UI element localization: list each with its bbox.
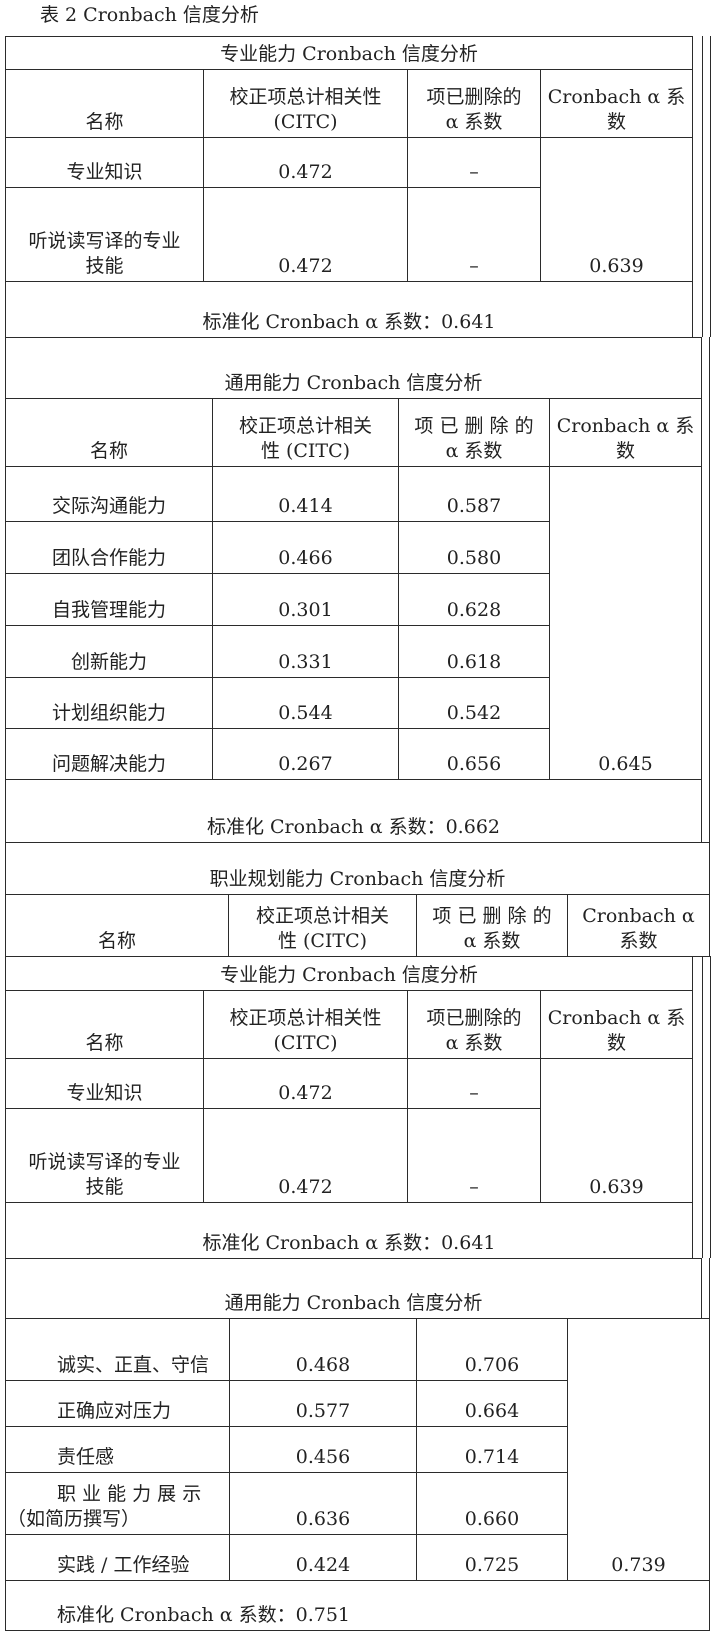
table-border-line xyxy=(709,337,710,842)
row-name-cell: 团队合作能力 xyxy=(5,521,213,574)
row-name-cell: 诚实、正直、守信 xyxy=(5,1318,230,1381)
alpha-if-deleted-cell: 0.656 xyxy=(398,728,550,780)
alpha-if-deleted-cell: 0.725 xyxy=(416,1534,568,1581)
section-title: 通用能力 Cronbach 信度分析 xyxy=(5,337,702,399)
section-title: 职业规划能力 Cronbach 信度分析 xyxy=(5,842,710,895)
section-title: 通用能力 Cronbach 信度分析 xyxy=(5,1258,702,1319)
row-name-cell: 听说读写译的专业 技能 xyxy=(5,1108,204,1203)
column-header: 项已删除的 α 系数 xyxy=(407,990,541,1059)
citc-cell: 0.267 xyxy=(212,728,399,780)
cronbach-alpha-cell: 0.639 xyxy=(540,137,693,282)
column-header: Cronbach α 系 数 xyxy=(540,69,693,138)
column-header: 名称 xyxy=(5,398,213,467)
column-header: Cronbach α 系 数 xyxy=(540,990,693,1059)
standardized-alpha-row: 标准化 Cronbach α 系数：0.751 xyxy=(5,1580,710,1631)
standardized-alpha-row: 标准化 Cronbach α 系数：0.662 xyxy=(5,779,702,843)
row-name-cell: 职 业 能 力 展 示（如简历撰写） xyxy=(5,1472,230,1535)
table-border-line xyxy=(702,36,703,337)
citc-cell: 0.414 xyxy=(212,466,399,522)
column-header: 名称 xyxy=(5,894,229,957)
column-header: 校正项总计相关 性 (CITC) xyxy=(228,894,417,957)
citc-cell: 0.472 xyxy=(203,137,408,188)
column-header: Cronbach α 系数 xyxy=(567,894,710,957)
alpha-if-deleted-cell: 0.664 xyxy=(416,1380,568,1427)
citc-cell: 0.472 xyxy=(203,1108,408,1203)
row-name-cell: 自我管理能力 xyxy=(5,573,213,626)
column-header: 校正项总计相关性 (CITC) xyxy=(203,69,408,138)
section-title: 专业能力 Cronbach 信度分析 xyxy=(5,36,693,70)
alpha-if-deleted-cell: 0.542 xyxy=(398,677,550,729)
alpha-if-deleted-cell: – xyxy=(407,1058,541,1109)
citc-cell: 0.472 xyxy=(203,1058,408,1109)
alpha-if-deleted-cell: – xyxy=(407,187,541,282)
alpha-if-deleted-cell: 0.587 xyxy=(398,466,550,522)
alpha-if-deleted-cell: 0.706 xyxy=(416,1318,568,1381)
column-header: 项已删除的 α 系数 xyxy=(407,69,541,138)
cronbach-alpha-cell: 0.645 xyxy=(549,466,702,780)
alpha-if-deleted-cell: 0.580 xyxy=(398,521,550,574)
table-border-line xyxy=(702,956,703,1258)
column-header: 名称 xyxy=(5,69,204,138)
citc-cell: 0.577 xyxy=(229,1380,417,1427)
standardized-alpha-row: 标准化 Cronbach α 系数：0.641 xyxy=(5,281,693,338)
table-border-line xyxy=(710,956,711,1258)
column-header: 项 已 删 除 的 α 系数 xyxy=(416,894,568,957)
row-name-cell: 正确应对压力 xyxy=(5,1380,230,1427)
row-name-cell: 责任感 xyxy=(5,1426,230,1473)
row-name-cell: 专业知识 xyxy=(5,1058,204,1109)
table-caption: 表 2 Cronbach 信度分析 xyxy=(40,4,259,26)
alpha-if-deleted-cell: 0.714 xyxy=(416,1426,568,1473)
alpha-if-deleted-cell: 0.660 xyxy=(416,1472,568,1535)
section-title: 专业能力 Cronbach 信度分析 xyxy=(5,956,693,991)
citc-cell: 0.424 xyxy=(229,1534,417,1581)
citc-cell: 0.544 xyxy=(212,677,399,729)
column-header: 校正项总计相关 性 (CITC) xyxy=(212,398,399,467)
row-name-cell: 听说读写译的专业 技能 xyxy=(5,187,204,282)
row-name-cell: 专业知识 xyxy=(5,137,204,188)
citc-cell: 0.466 xyxy=(212,521,399,574)
table-border-line xyxy=(710,36,711,337)
column-header: 项 已 删 除 的 α 系数 xyxy=(398,398,550,467)
citc-cell: 0.472 xyxy=(203,187,408,282)
alpha-if-deleted-cell: 0.618 xyxy=(398,625,550,678)
standardized-alpha-row: 标准化 Cronbach α 系数：0.641 xyxy=(5,1202,693,1259)
citc-cell: 0.331 xyxy=(212,625,399,678)
alpha-if-deleted-cell: – xyxy=(407,137,541,188)
row-name-cell: 交际沟通能力 xyxy=(5,466,213,522)
alpha-if-deleted-cell: 0.628 xyxy=(398,573,550,626)
row-name-cell: 创新能力 xyxy=(5,625,213,678)
row-name-cell: 实践 / 工作经验 xyxy=(5,1534,230,1581)
row-name-cell: 计划组织能力 xyxy=(5,677,213,729)
cronbach-alpha-cell: 0.639 xyxy=(540,1058,693,1203)
column-header: Cronbach α 系 数 xyxy=(549,398,702,467)
column-header: 名称 xyxy=(5,990,204,1059)
citc-cell: 0.456 xyxy=(229,1426,417,1473)
alpha-if-deleted-cell: – xyxy=(407,1108,541,1203)
column-header: 校正项总计相关性 (CITC) xyxy=(203,990,408,1059)
table-border-line xyxy=(709,1258,710,1318)
row-name-cell: 问题解决能力 xyxy=(5,728,213,780)
citc-cell: 0.636 xyxy=(229,1472,417,1535)
cronbach-alpha-cell: 0.739 xyxy=(567,1318,710,1581)
citc-cell: 0.468 xyxy=(229,1318,417,1381)
citc-cell: 0.301 xyxy=(212,573,399,626)
